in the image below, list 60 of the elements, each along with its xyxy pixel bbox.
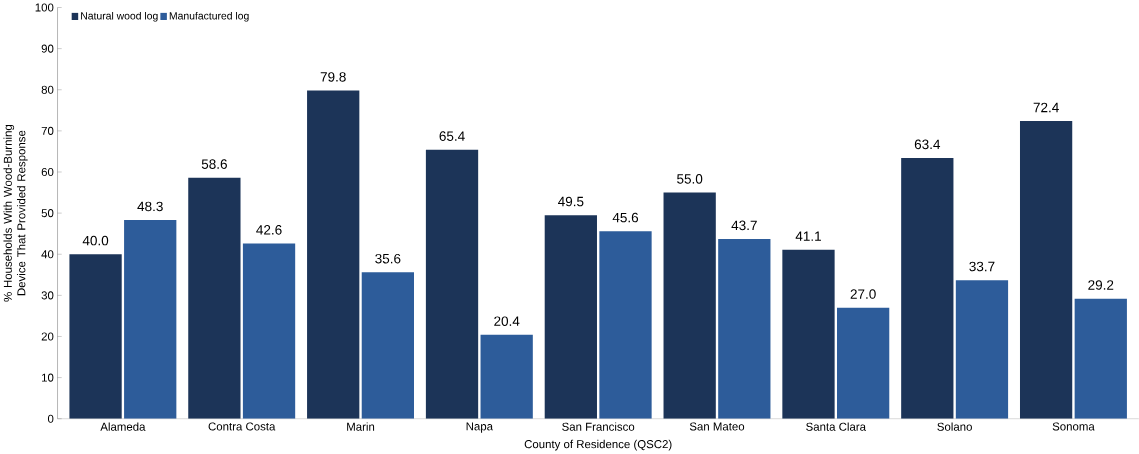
bar	[425, 149, 479, 419]
data-label: 79.8	[320, 72, 346, 82]
data-label: 33.7	[969, 261, 995, 272]
x-tick-label: Contra Costa	[208, 422, 276, 431]
x-tick-label: Solano	[937, 422, 972, 431]
bar	[242, 243, 296, 419]
data-label: 45.6	[612, 212, 639, 223]
x-axis-title: County of Residence (QSC2)	[524, 439, 672, 451]
data-label: 58.6	[201, 159, 227, 169]
data-label: 63.4	[914, 139, 941, 150]
y-tick-label: 40	[41, 250, 54, 259]
x-tick-label: Marin	[347, 422, 375, 431]
bar	[307, 90, 360, 419]
data-label: 55.0	[677, 174, 703, 184]
bar	[782, 249, 835, 419]
y-tick-label: 80	[41, 85, 54, 94]
data-label: 29.2	[1088, 280, 1114, 290]
y-tick-label: 0	[47, 414, 54, 423]
data-label: 43.7	[731, 220, 757, 231]
data-label: 41.1	[795, 231, 821, 241]
data-label: 27.0	[850, 289, 876, 299]
y-tick-label: 90	[41, 44, 54, 53]
bar	[544, 215, 597, 419]
bar	[188, 177, 241, 419]
bar	[663, 192, 716, 419]
bar	[901, 158, 954, 419]
bar	[124, 220, 177, 419]
x-tick-label: Sonoma	[1052, 422, 1095, 431]
x-tick-label: Santa Clara	[806, 422, 866, 431]
bar	[955, 280, 1009, 419]
y-tick-label: 60	[41, 168, 54, 177]
data-label: 72.4	[1033, 102, 1059, 113]
x-tick-label: Alameda	[100, 422, 146, 431]
y-tick-label: 20	[41, 332, 54, 341]
y-tick-label: 30	[41, 291, 54, 300]
bar	[69, 254, 122, 419]
legend-label: Natural wood log	[81, 11, 158, 22]
data-label: 49.5	[558, 196, 584, 207]
y-tick-label: 10	[42, 373, 54, 382]
x-tick-label: San Francisco	[562, 422, 635, 431]
bar	[599, 231, 652, 419]
data-label: 65.4	[439, 131, 465, 141]
legend-label: Manufactured log	[169, 11, 249, 22]
data-label: 48.3	[137, 201, 163, 212]
y-tick-label: 50	[41, 209, 54, 218]
data-label: 42.6	[256, 225, 282, 235]
bar	[1019, 121, 1073, 419]
y-tick-label: 100	[35, 3, 54, 12]
bar	[1074, 298, 1127, 419]
bar	[480, 334, 533, 419]
bar	[837, 307, 890, 419]
x-tick-label: San Mateo	[689, 422, 745, 431]
data-label: 35.6	[375, 253, 401, 264]
y-axis-title: % Households With Wood-Burning Device That Provided Response	[3, 125, 28, 302]
y-tick-label: 70	[41, 126, 54, 135]
x-tick-label: Napa	[466, 422, 494, 433]
bar	[361, 272, 414, 419]
data-label: 40.0	[82, 235, 109, 246]
bar	[718, 239, 771, 419]
data-label: 20.4	[494, 316, 520, 327]
